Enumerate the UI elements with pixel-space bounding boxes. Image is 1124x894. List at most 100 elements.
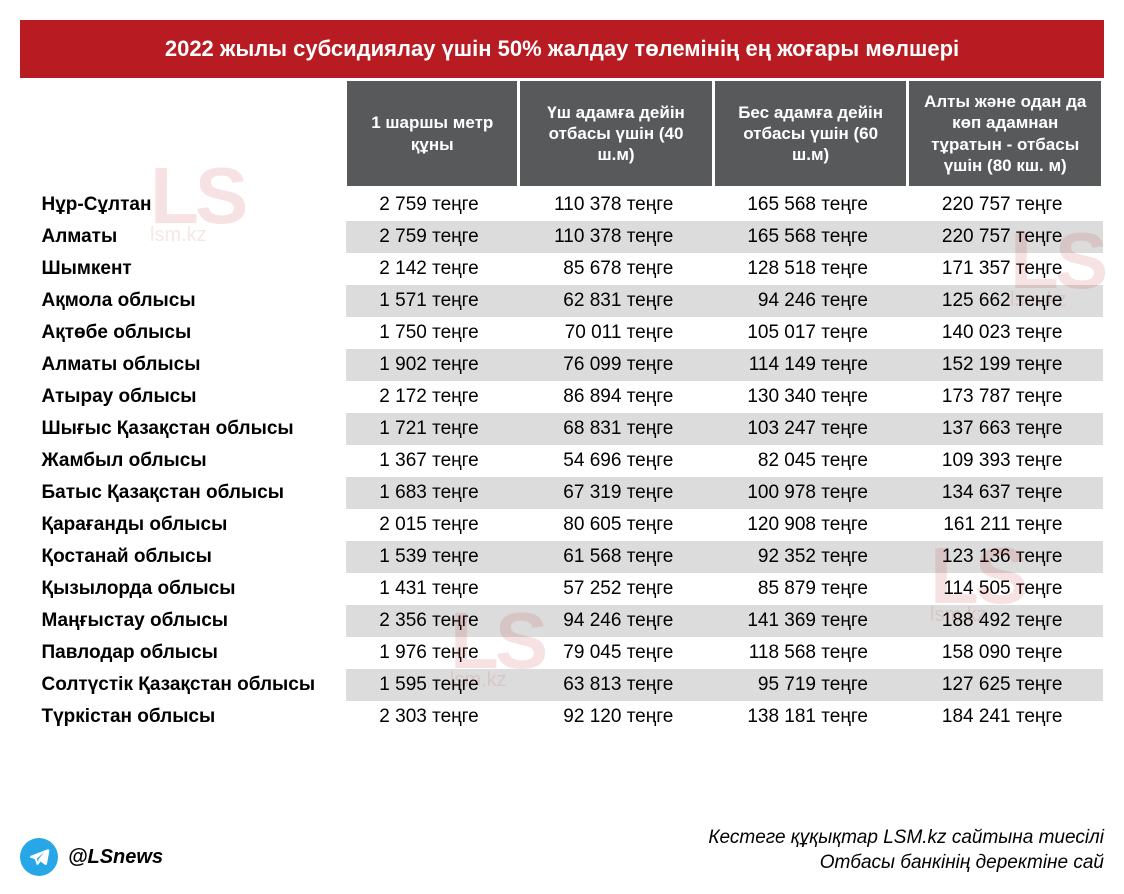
value-cell: 1 595 теңге <box>346 669 519 701</box>
value-cell: 141 369 теңге <box>713 605 908 637</box>
value-cell: 105 017 теңге <box>713 317 908 349</box>
value-cell: 85 678 теңге <box>519 253 714 285</box>
region-cell: Павлодар облысы <box>22 637 346 669</box>
value-cell: 165 568 теңге <box>713 221 908 253</box>
value-cell: 173 787 теңге <box>908 381 1103 413</box>
value-cell: 220 757 теңге <box>908 221 1103 253</box>
value-cell: 138 181 теңге <box>713 701 908 733</box>
value-cell: 86 894 теңге <box>519 381 714 413</box>
value-cell: 62 831 теңге <box>519 285 714 317</box>
col-header-sqm: 1 шаршы метр құны <box>346 80 519 188</box>
table-row: Павлодар облысы1 976 теңге79 045 теңге11… <box>22 637 1103 669</box>
value-cell: 1 976 теңге <box>346 637 519 669</box>
table-row: Қарағанды облысы2 015 теңге80 605 теңге1… <box>22 509 1103 541</box>
region-cell: Түркістан облысы <box>22 701 346 733</box>
table-row: Маңғыстау облысы2 356 теңге94 246 теңге1… <box>22 605 1103 637</box>
value-cell: 188 492 теңге <box>908 605 1103 637</box>
table-row: Алматы2 759 теңге110 378 теңге165 568 те… <box>22 221 1103 253</box>
value-cell: 94 246 теңге <box>713 285 908 317</box>
table-row: Шымкент2 142 теңге85 678 теңге128 518 те… <box>22 253 1103 285</box>
value-cell: 1 367 теңге <box>346 445 519 477</box>
table-row: Ақтөбе облысы1 750 теңге70 011 теңге105 … <box>22 317 1103 349</box>
table-row: Түркістан облысы2 303 теңге92 120 теңге1… <box>22 701 1103 733</box>
header-title: 2022 жылы субсидиялау үшін 50% жалдау тө… <box>20 20 1104 78</box>
value-cell: 134 637 теңге <box>908 477 1103 509</box>
value-cell: 110 378 теңге <box>519 221 714 253</box>
region-cell: Ақтөбе облысы <box>22 317 346 349</box>
region-cell: Алматы облысы <box>22 349 346 381</box>
value-cell: 100 978 теңге <box>713 477 908 509</box>
region-cell: Жамбыл облысы <box>22 445 346 477</box>
value-cell: 82 045 теңге <box>713 445 908 477</box>
value-cell: 92 120 теңге <box>519 701 714 733</box>
col-header-40sqm: Үш адамға дейін отбасы үшін (40 ш.м) <box>519 80 714 188</box>
value-cell: 114 149 теңге <box>713 349 908 381</box>
value-cell: 165 568 теңге <box>713 188 908 222</box>
value-cell: 1 902 теңге <box>346 349 519 381</box>
value-cell: 110 378 теңге <box>519 188 714 222</box>
table-row: Жамбыл облысы1 367 теңге54 696 теңге82 0… <box>22 445 1103 477</box>
value-cell: 95 719 теңге <box>713 669 908 701</box>
telegram-link[interactable]: @LSnews <box>20 838 163 876</box>
table-row: Батыс Қазақстан облысы1 683 теңге67 319 … <box>22 477 1103 509</box>
table-row: Қостанай облысы1 539 теңге61 568 теңге92… <box>22 541 1103 573</box>
page-container: 2022 жылы субсидиялау үшін 50% жалдау тө… <box>0 20 1124 894</box>
value-cell: 57 252 теңге <box>519 573 714 605</box>
value-cell: 76 099 теңге <box>519 349 714 381</box>
region-cell: Солтүстік Қазақстан облысы <box>22 669 346 701</box>
table-row: Алматы облысы1 902 теңге76 099 теңге114 … <box>22 349 1103 381</box>
value-cell: 1 431 теңге <box>346 573 519 605</box>
value-cell: 125 662 теңге <box>908 285 1103 317</box>
value-cell: 152 199 теңге <box>908 349 1103 381</box>
value-cell: 94 246 теңге <box>519 605 714 637</box>
value-cell: 1 571 теңге <box>346 285 519 317</box>
credits: Кестеге құқықтар LSM.kz сайтына тиесілі … <box>708 825 1104 876</box>
value-cell: 68 831 теңге <box>519 413 714 445</box>
region-cell: Шығыс Қазақстан облысы <box>22 413 346 445</box>
value-cell: 1 750 теңге <box>346 317 519 349</box>
subsidy-table: 1 шаршы метр құны Үш адамға дейін отбасы… <box>20 78 1104 733</box>
value-cell: 109 393 теңге <box>908 445 1103 477</box>
table-row: Атырау облысы2 172 теңге86 894 теңге130 … <box>22 381 1103 413</box>
value-cell: 2 015 теңге <box>346 509 519 541</box>
value-cell: 120 908 теңге <box>713 509 908 541</box>
credit-line-1: Кестеге құқықтар LSM.kz сайтына тиесілі <box>708 825 1104 851</box>
value-cell: 1 721 теңге <box>346 413 519 445</box>
region-cell: Нұр-Сұлтан <box>22 188 346 222</box>
table-row: Қызылорда облысы1 431 теңге57 252 теңге8… <box>22 573 1103 605</box>
region-cell: Шымкент <box>22 253 346 285</box>
value-cell: 2 303 теңге <box>346 701 519 733</box>
value-cell: 92 352 теңге <box>713 541 908 573</box>
region-cell: Қарағанды облысы <box>22 509 346 541</box>
value-cell: 130 340 теңге <box>713 381 908 413</box>
value-cell: 123 136 теңге <box>908 541 1103 573</box>
telegram-icon <box>20 838 58 876</box>
value-cell: 80 605 теңге <box>519 509 714 541</box>
col-header-80sqm: Алты және одан да көп адамнан тұратын - … <box>908 80 1103 188</box>
value-cell: 127 625 теңге <box>908 669 1103 701</box>
value-cell: 220 757 теңге <box>908 188 1103 222</box>
table-wrapper: LS lsm.kz LS lsm.kz LS lsm.kz LS lsm.kz … <box>20 78 1104 733</box>
value-cell: 63 813 теңге <box>519 669 714 701</box>
region-cell: Қостанай облысы <box>22 541 346 573</box>
table-row: Нұр-Сұлтан2 759 теңге110 378 теңге165 56… <box>22 188 1103 222</box>
value-cell: 70 011 теңге <box>519 317 714 349</box>
value-cell: 2 356 теңге <box>346 605 519 637</box>
value-cell: 158 090 теңге <box>908 637 1103 669</box>
value-cell: 2 172 теңге <box>346 381 519 413</box>
col-header-region <box>22 80 346 188</box>
value-cell: 161 211 теңге <box>908 509 1103 541</box>
region-cell: Ақмола облысы <box>22 285 346 317</box>
value-cell: 1 539 теңге <box>346 541 519 573</box>
value-cell: 103 247 теңге <box>713 413 908 445</box>
value-cell: 140 023 теңге <box>908 317 1103 349</box>
credit-line-2: Отбасы банкінің деректіне сай <box>708 850 1104 876</box>
value-cell: 1 683 теңге <box>346 477 519 509</box>
value-cell: 118 568 теңге <box>713 637 908 669</box>
value-cell: 61 568 теңге <box>519 541 714 573</box>
telegram-handle: @LSnews <box>68 846 163 869</box>
region-cell: Батыс Қазақстан облысы <box>22 477 346 509</box>
value-cell: 184 241 теңге <box>908 701 1103 733</box>
value-cell: 54 696 теңге <box>519 445 714 477</box>
region-cell: Алматы <box>22 221 346 253</box>
